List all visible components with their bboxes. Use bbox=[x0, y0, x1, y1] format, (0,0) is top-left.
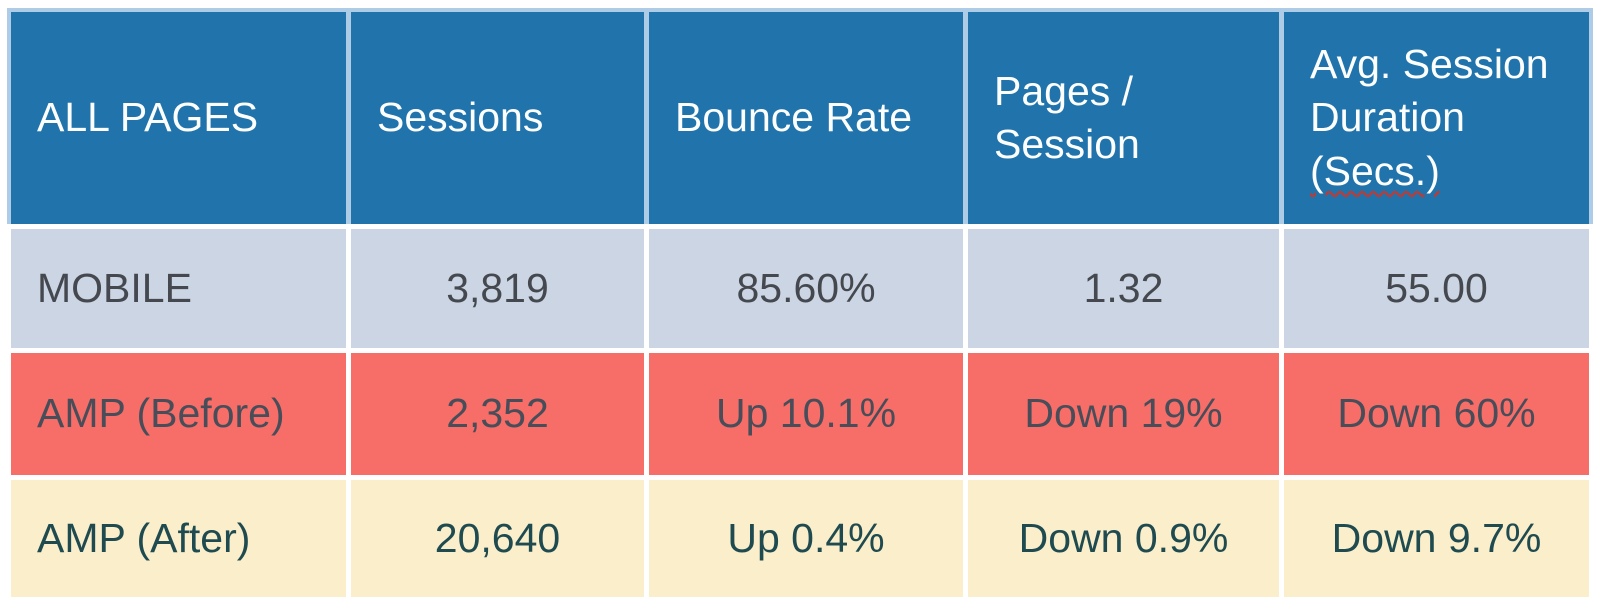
header-label: Sessions bbox=[377, 94, 544, 141]
cell-amp-after-label: AMP (After) bbox=[11, 480, 346, 597]
metrics-table: ALL PAGES Sessions Bounce Rate Pages / S… bbox=[7, 8, 1593, 597]
header-label: Pages / Session bbox=[994, 67, 1140, 167]
cell-amp-after-sessions: 20,640 bbox=[351, 480, 644, 597]
cell-mobile-bounce-rate: 85.60% bbox=[649, 229, 963, 348]
header-cell-all-pages: ALL PAGES bbox=[11, 12, 346, 224]
table-header-row: ALL PAGES Sessions Bounce Rate Pages / S… bbox=[7, 8, 1593, 224]
cell-amp-after-bounce-rate: Up 0.4% bbox=[649, 480, 963, 597]
header-label: Bounce Rate bbox=[675, 94, 913, 141]
misspelled-word: (Secs.) bbox=[1310, 147, 1440, 194]
header-label: Avg. Session Duration (Secs.) bbox=[1310, 38, 1549, 198]
header-cell-bounce-rate: Bounce Rate bbox=[649, 12, 963, 224]
cell-mobile-sessions: 3,819 bbox=[351, 229, 644, 348]
cell-mobile-avg-session-duration: 55.00 bbox=[1284, 229, 1589, 348]
header-cell-avg-session-duration: Avg. Session Duration (Secs.) bbox=[1284, 12, 1589, 224]
header-cell-pages-per-session: Pages / Session bbox=[968, 12, 1279, 224]
cell-amp-before-label: AMP (Before) bbox=[11, 353, 346, 475]
header-label: ALL PAGES bbox=[37, 94, 259, 141]
cell-amp-after-avg-session-duration: Down 9.7% bbox=[1284, 480, 1589, 597]
cell-amp-after-pages-per-session: Down 0.9% bbox=[968, 480, 1279, 597]
cell-amp-before-avg-session-duration: Down 60% bbox=[1284, 353, 1589, 475]
cell-mobile-label: MOBILE bbox=[11, 229, 346, 348]
cell-amp-before-bounce-rate: Up 10.1% bbox=[649, 353, 963, 475]
cell-amp-before-pages-per-session: Down 19% bbox=[968, 353, 1279, 475]
cell-amp-before-sessions: 2,352 bbox=[351, 353, 644, 475]
header-cell-sessions: Sessions bbox=[351, 12, 644, 224]
table-row-mobile: MOBILE 3,819 85.60% 1.32 55.00 bbox=[11, 229, 1589, 348]
table-row-amp-after: AMP (After) 20,640 Up 0.4% Down 0.9% Dow… bbox=[11, 480, 1589, 597]
cell-mobile-pages-per-session: 1.32 bbox=[968, 229, 1279, 348]
table-row-amp-before: AMP (Before) 2,352 Up 10.1% Down 19% Dow… bbox=[11, 353, 1589, 475]
